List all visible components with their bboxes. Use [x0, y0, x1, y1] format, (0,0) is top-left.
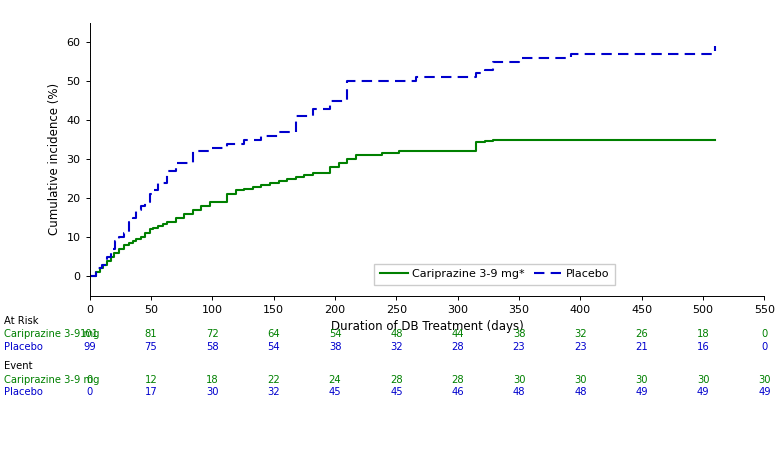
Text: Event: Event	[4, 361, 33, 371]
Text: 49: 49	[636, 387, 648, 397]
Legend: Cariprazine 3-9 mg*, Placebo: Cariprazine 3-9 mg*, Placebo	[374, 263, 615, 285]
Text: Placebo: Placebo	[4, 387, 43, 397]
Text: 0: 0	[761, 342, 768, 352]
Text: 30: 30	[697, 375, 709, 385]
Text: 49: 49	[697, 387, 709, 397]
Text: 58: 58	[206, 342, 218, 352]
Text: 45: 45	[328, 387, 342, 397]
Text: 64: 64	[268, 329, 280, 339]
Text: 22: 22	[268, 375, 280, 385]
Text: 0: 0	[87, 387, 93, 397]
Text: 16: 16	[697, 342, 710, 352]
Text: 38: 38	[512, 329, 525, 339]
Text: 28: 28	[452, 375, 464, 385]
X-axis label: Duration of DB Treatment (days): Duration of DB Treatment (days)	[331, 320, 523, 334]
Text: Cariprazine 3-9 mg: Cariprazine 3-9 mg	[4, 329, 99, 339]
Text: 30: 30	[206, 387, 218, 397]
Text: 28: 28	[452, 342, 464, 352]
Text: 23: 23	[512, 342, 526, 352]
Text: 18: 18	[697, 329, 709, 339]
Text: 54: 54	[268, 342, 280, 352]
Text: 30: 30	[758, 375, 771, 385]
Text: 45: 45	[390, 387, 402, 397]
Text: 49: 49	[758, 387, 771, 397]
Text: 0: 0	[87, 375, 93, 385]
Text: 46: 46	[452, 387, 464, 397]
Text: 75: 75	[144, 342, 158, 352]
Text: 38: 38	[329, 342, 342, 352]
Text: 24: 24	[328, 375, 342, 385]
Text: 30: 30	[512, 375, 525, 385]
Text: 30: 30	[636, 375, 648, 385]
Text: 48: 48	[574, 387, 587, 397]
Text: 72: 72	[206, 329, 218, 339]
Text: Placebo: Placebo	[4, 342, 43, 352]
Text: 18: 18	[206, 375, 218, 385]
Text: 12: 12	[144, 375, 158, 385]
Text: 30: 30	[574, 375, 587, 385]
Text: 48: 48	[512, 387, 525, 397]
Text: 32: 32	[390, 342, 402, 352]
Text: 101: 101	[80, 329, 99, 339]
Text: 32: 32	[574, 329, 587, 339]
Text: At Risk: At Risk	[4, 316, 38, 326]
Text: 32: 32	[268, 387, 280, 397]
Text: 0: 0	[761, 329, 768, 339]
Text: 99: 99	[83, 342, 96, 352]
Text: 21: 21	[636, 342, 648, 352]
Text: 26: 26	[636, 329, 648, 339]
Text: 54: 54	[328, 329, 342, 339]
Text: 44: 44	[452, 329, 464, 339]
Text: 28: 28	[390, 375, 402, 385]
Text: 17: 17	[144, 387, 158, 397]
Text: 81: 81	[145, 329, 158, 339]
Text: 23: 23	[574, 342, 587, 352]
Text: Cariprazine 3-9 mg: Cariprazine 3-9 mg	[4, 375, 99, 385]
Y-axis label: Cumulative incidence (%): Cumulative incidence (%)	[48, 83, 61, 235]
Text: 48: 48	[390, 329, 402, 339]
